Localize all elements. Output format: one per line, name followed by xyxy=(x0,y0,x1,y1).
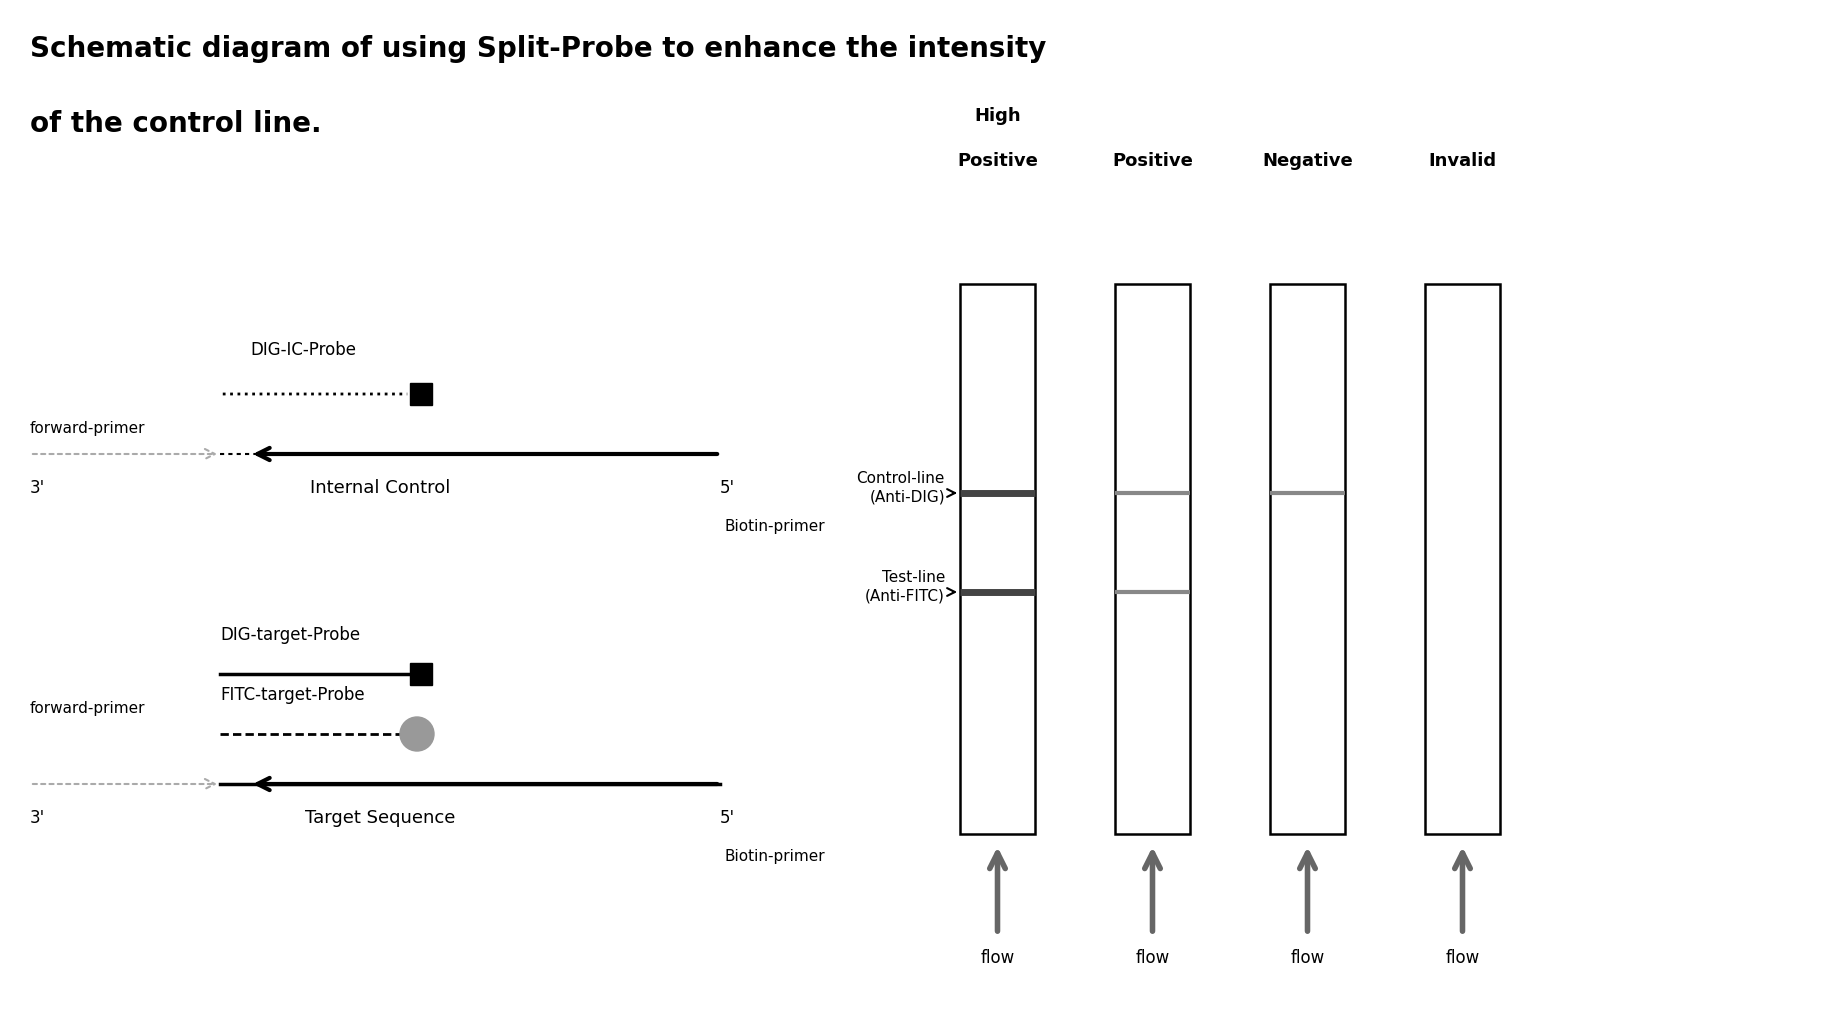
Text: Biotin-primer: Biotin-primer xyxy=(726,519,826,534)
Text: flow: flow xyxy=(1446,949,1479,967)
Text: FITC-target-Probe: FITC-target-Probe xyxy=(219,686,364,704)
Text: 3': 3' xyxy=(29,479,46,497)
Text: flow: flow xyxy=(1291,949,1325,967)
Text: Positive: Positive xyxy=(958,152,1038,170)
Text: flow: flow xyxy=(980,949,1015,967)
Text: Schematic diagram of using Split-Probe to enhance the intensity: Schematic diagram of using Split-Probe t… xyxy=(29,35,1046,63)
Bar xyxy=(1270,284,1345,834)
Text: 5': 5' xyxy=(720,809,735,827)
Text: High: High xyxy=(974,107,1020,125)
Text: Test-line
(Anti-FITC): Test-line (Anti-FITC) xyxy=(865,570,945,604)
Text: Negative: Negative xyxy=(1261,152,1353,170)
Text: DIG-IC-Probe: DIG-IC-Probe xyxy=(250,341,356,359)
Circle shape xyxy=(400,717,433,751)
Text: 3': 3' xyxy=(29,809,46,827)
Bar xyxy=(960,284,1035,834)
Bar xyxy=(1426,284,1501,834)
Text: forward-primer: forward-primer xyxy=(29,421,146,436)
Text: Positive: Positive xyxy=(1111,152,1194,170)
Text: Control-line
(Anti-DIG): Control-line (Anti-DIG) xyxy=(857,472,945,505)
Text: Target Sequence: Target Sequence xyxy=(305,809,455,827)
Bar xyxy=(1115,284,1190,834)
Text: Internal Control: Internal Control xyxy=(309,479,450,497)
Text: Invalid: Invalid xyxy=(1428,152,1497,170)
Text: of the control line.: of the control line. xyxy=(29,110,322,138)
Text: forward-primer: forward-primer xyxy=(29,701,146,716)
Text: 5': 5' xyxy=(720,479,735,497)
Bar xyxy=(409,383,431,405)
Text: flow: flow xyxy=(1135,949,1170,967)
Bar xyxy=(409,663,431,685)
Text: Biotin-primer: Biotin-primer xyxy=(726,849,826,864)
Text: DIG-target-Probe: DIG-target-Probe xyxy=(219,626,360,644)
